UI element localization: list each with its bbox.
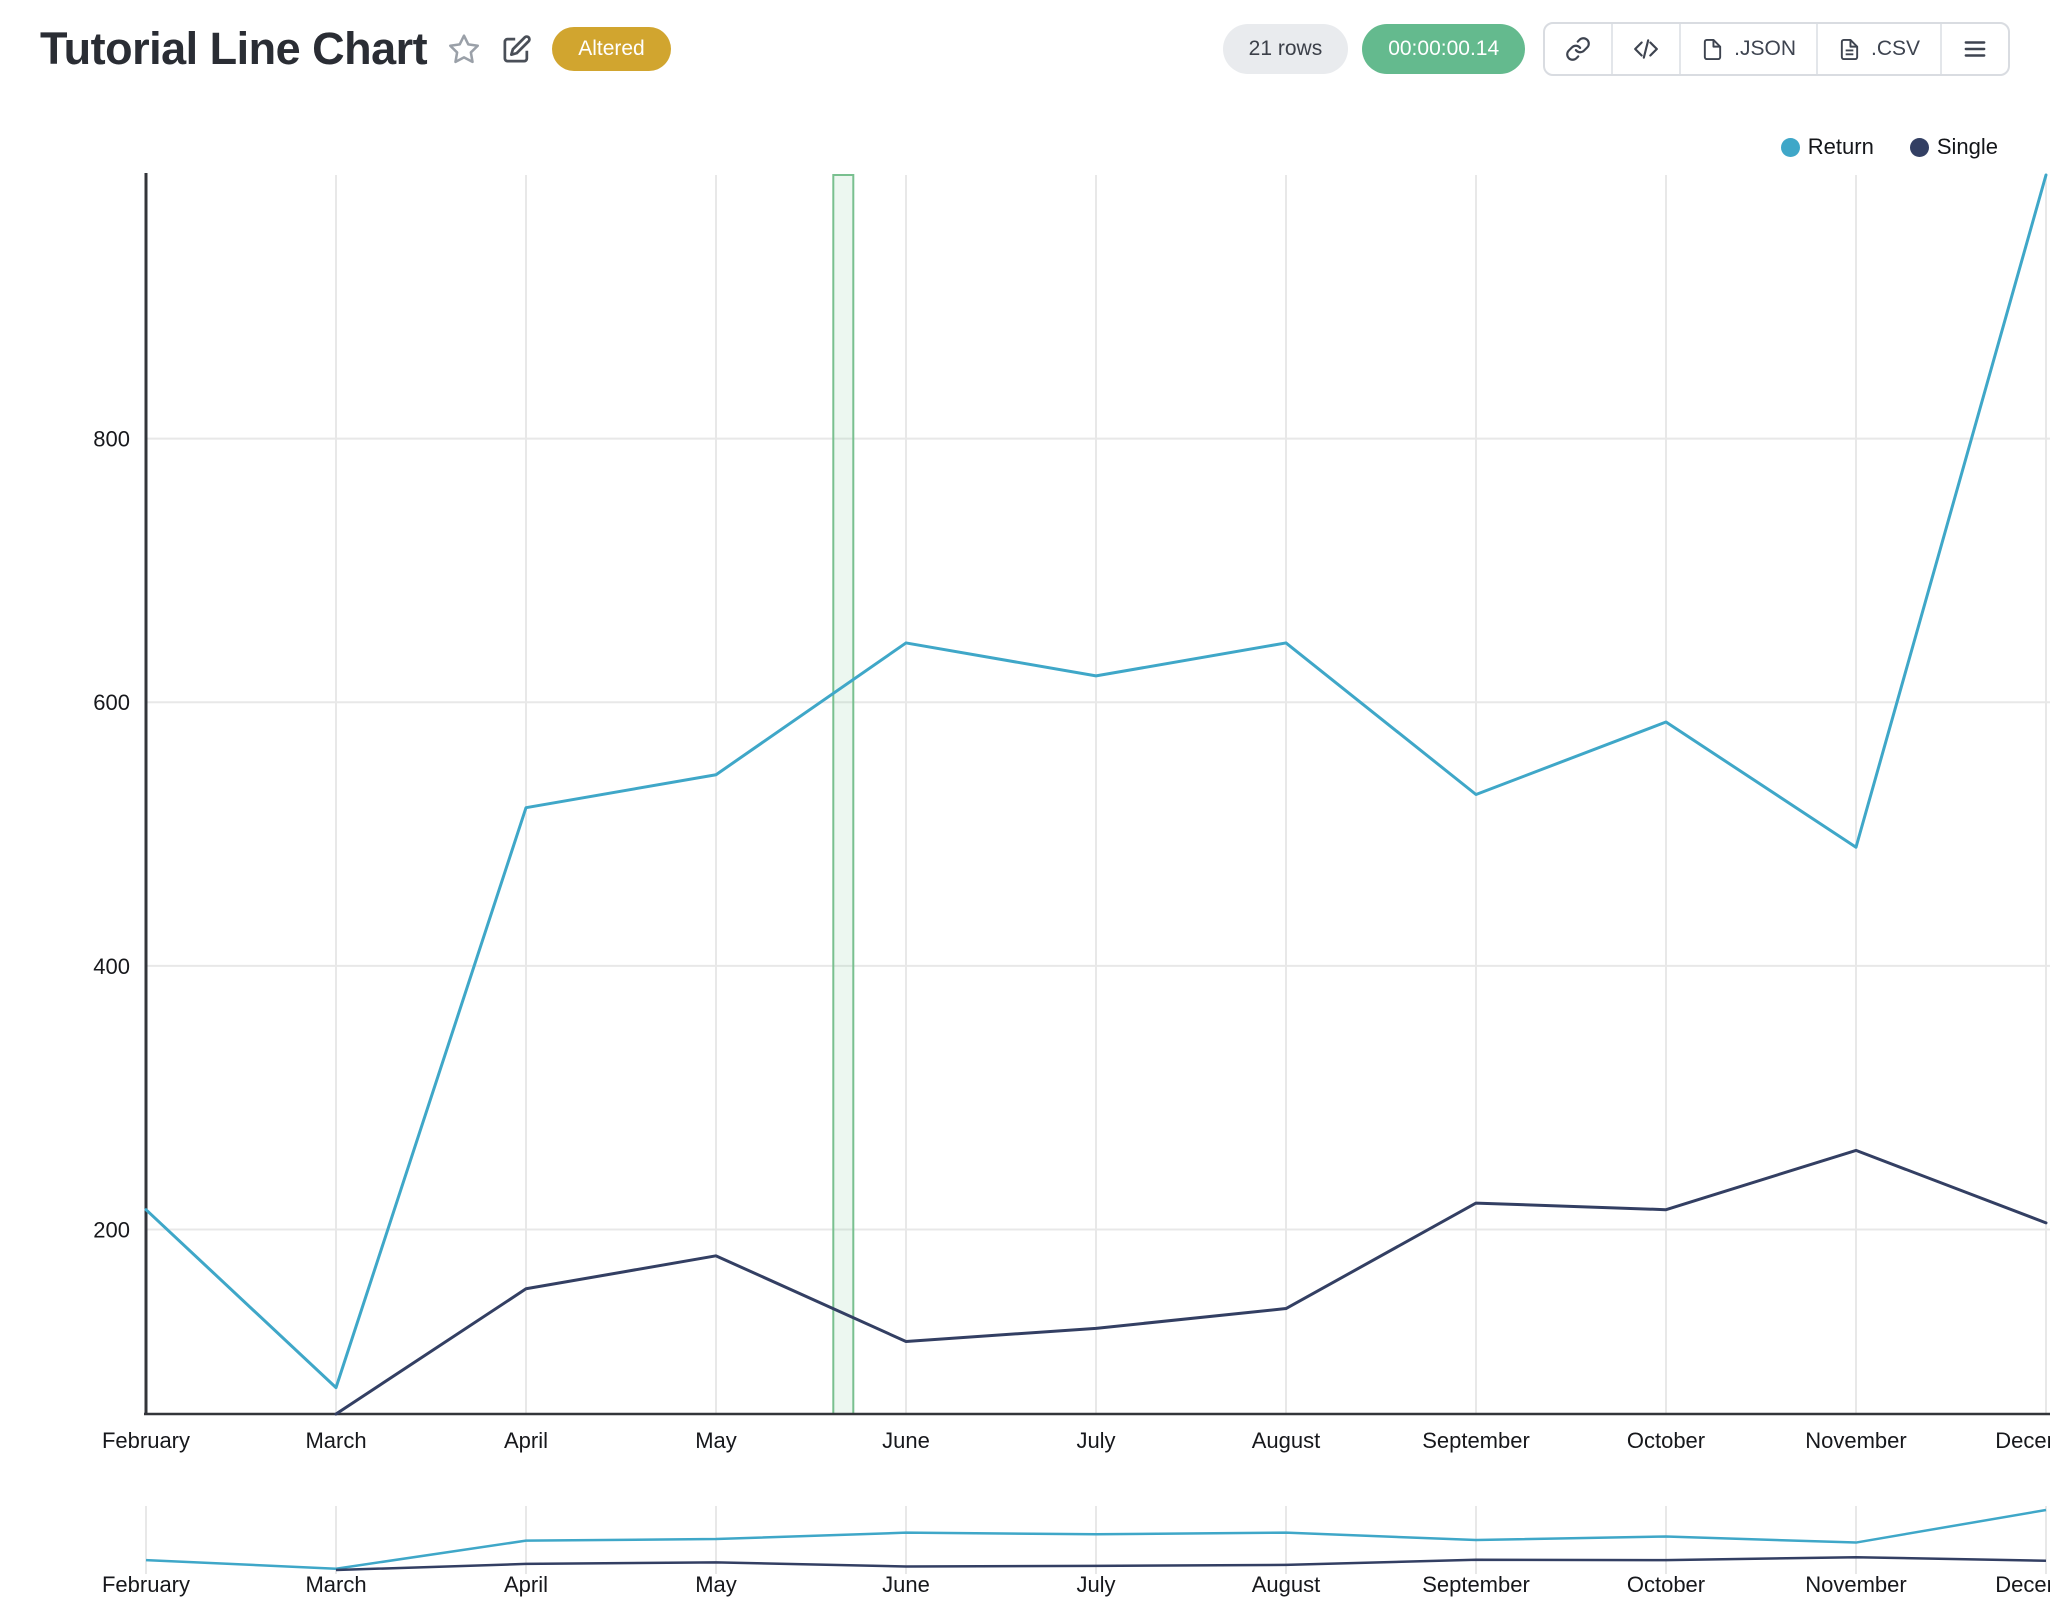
- nav-x-tick-label: December: [1995, 1572, 2050, 1597]
- embed-code-button[interactable]: [1611, 24, 1679, 74]
- x-tick-label: May: [695, 1428, 737, 1453]
- edit-icon[interactable]: [501, 34, 532, 65]
- nav-x-tick-label: March: [305, 1572, 366, 1597]
- chart-legend: Return Single: [1780, 134, 1998, 160]
- hamburger-icon: [1962, 36, 1988, 62]
- rows-count-badge: 21 rows: [1222, 24, 1349, 74]
- x-tick-label: August: [1252, 1428, 1321, 1453]
- highlight-band[interactable]: [832, 174, 855, 1415]
- json-file-icon: [1701, 38, 1724, 61]
- download-json-button[interactable]: .JSON: [1679, 24, 1816, 74]
- nav-line-return: [145, 1508, 2047, 1570]
- csv-button-label: .CSV: [1870, 37, 1920, 60]
- y-tick-label: 400: [93, 954, 130, 979]
- download-csv-button[interactable]: .CSV: [1815, 24, 1940, 74]
- execution-time-badge: 00:00:00.14: [1362, 24, 1526, 74]
- export-toolbar: .JSON .CSV: [1543, 22, 2010, 76]
- x-tick-label: July: [1076, 1428, 1115, 1453]
- csv-file-icon: [1838, 38, 1861, 61]
- x-tick-label: December: [1995, 1428, 2050, 1453]
- single-series-dot: [1909, 137, 1929, 157]
- nav-x-tick-label: June: [882, 1572, 930, 1597]
- nav-x-tick-label: November: [1805, 1572, 1906, 1597]
- nav-x-tick-label: May: [695, 1572, 737, 1597]
- y-tick-label: 200: [93, 1217, 130, 1242]
- legend-item-return[interactable]: Return: [1780, 134, 1874, 160]
- x-tick-label: February: [102, 1428, 190, 1453]
- legend-item-single[interactable]: Single: [1909, 134, 1998, 160]
- return-series-dot: [1780, 137, 1800, 157]
- x-tick-label: April: [504, 1428, 548, 1453]
- legend-label-return: Return: [1807, 134, 1874, 159]
- page-title: Tutorial Line Chart: [40, 23, 428, 74]
- menu-button[interactable]: [1940, 24, 2008, 74]
- x-tick-label: September: [1422, 1428, 1530, 1453]
- series-line-return: [144, 173, 2048, 1390]
- header-actions: 21 rows 00:00:00.14 .JSON: [1222, 22, 2010, 76]
- nav-x-tick-label: April: [504, 1572, 548, 1597]
- x-tick-label: June: [882, 1428, 930, 1453]
- series-line-single: [334, 1148, 2048, 1416]
- code-icon: [1633, 36, 1659, 62]
- nav-x-tick-label: July: [1076, 1572, 1115, 1597]
- nav-line-single: [335, 1555, 2047, 1572]
- x-tick-label: November: [1805, 1428, 1906, 1453]
- json-button-label: .JSON: [1734, 37, 1796, 60]
- legend-label-single: Single: [1936, 134, 1998, 159]
- x-tick-label: October: [1627, 1428, 1705, 1453]
- nav-x-tick-label: August: [1252, 1572, 1321, 1597]
- link-icon: [1565, 36, 1591, 62]
- nav-x-tick-label: February: [102, 1572, 190, 1597]
- y-tick-label: 600: [93, 690, 130, 715]
- navigator-chart[interactable]: February March April May June July August Septe…: [102, 1506, 2050, 1597]
- nav-x-tick-label: September: [1422, 1572, 1530, 1597]
- header: Tutorial Line Chart Altered 21 rows 00:0…: [0, 16, 2050, 82]
- favorite-star-icon[interactable]: [447, 32, 481, 66]
- y-tick-label: 800: [93, 427, 130, 452]
- title-group: Tutorial Line Chart Altered: [40, 23, 671, 75]
- altered-badge: Altered: [552, 27, 671, 71]
- x-tick-label: March: [305, 1428, 366, 1453]
- nav-x-tick-label: October: [1627, 1572, 1705, 1597]
- copy-link-button[interactable]: [1545, 24, 1611, 74]
- main-line-chart[interactable]: 200 400 600 800 February March April May June Jul…: [93, 173, 2050, 1453]
